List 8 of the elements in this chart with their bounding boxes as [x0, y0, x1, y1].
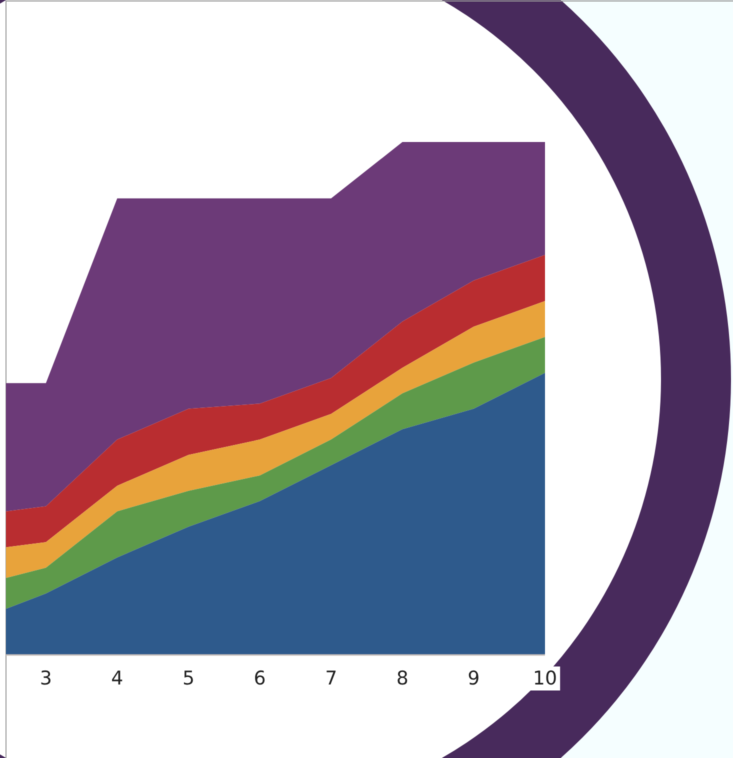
x-tick-label: 4 [111, 667, 124, 690]
x-tick-label: 6 [254, 667, 266, 690]
x-tick-label: 8 [396, 667, 408, 690]
x-tick-label: 10 [532, 667, 558, 690]
x-tick-label: 5 [182, 667, 195, 690]
x-tick-label: 9 [468, 667, 480, 690]
x-tick-label: 7 [325, 667, 338, 690]
x-tick-label: 3 [40, 667, 52, 690]
